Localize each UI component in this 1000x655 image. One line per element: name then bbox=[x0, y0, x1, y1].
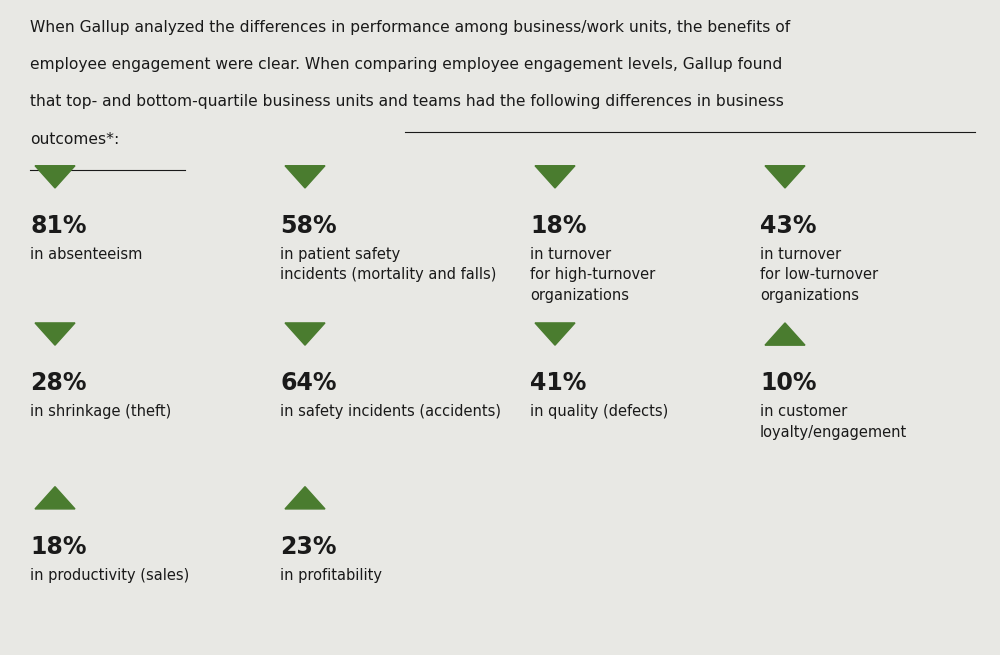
Text: in absenteeism: in absenteeism bbox=[30, 247, 142, 262]
Text: in customer
loyalty/engagement: in customer loyalty/engagement bbox=[760, 404, 907, 440]
Text: in turnover
for high-turnover
organizations: in turnover for high-turnover organizati… bbox=[530, 247, 655, 303]
Text: in patient safety
incidents (mortality and falls): in patient safety incidents (mortality a… bbox=[280, 247, 496, 282]
Text: 18%: 18% bbox=[530, 214, 586, 238]
Polygon shape bbox=[35, 166, 75, 188]
Text: 18%: 18% bbox=[30, 535, 87, 559]
Text: 28%: 28% bbox=[30, 371, 87, 396]
Text: employee engagement were clear. When comparing employee engagement levels, Gallu: employee engagement were clear. When com… bbox=[30, 57, 782, 72]
Text: in profitability: in profitability bbox=[280, 568, 382, 583]
Polygon shape bbox=[285, 487, 325, 509]
Text: 43%: 43% bbox=[760, 214, 816, 238]
Text: outcomes*:: outcomes*: bbox=[30, 132, 119, 147]
Polygon shape bbox=[285, 166, 325, 188]
Text: 23%: 23% bbox=[280, 535, 336, 559]
Text: 58%: 58% bbox=[280, 214, 337, 238]
Polygon shape bbox=[35, 487, 75, 509]
Text: in safety incidents (accidents): in safety incidents (accidents) bbox=[280, 404, 501, 419]
Polygon shape bbox=[285, 323, 325, 345]
Text: 81%: 81% bbox=[30, 214, 87, 238]
Text: 64%: 64% bbox=[280, 371, 336, 396]
Text: in turnover
for low-turnover
organizations: in turnover for low-turnover organizatio… bbox=[760, 247, 878, 303]
Text: in quality (defects): in quality (defects) bbox=[530, 404, 668, 419]
Polygon shape bbox=[535, 166, 575, 188]
Text: 10%: 10% bbox=[760, 371, 816, 396]
Text: 41%: 41% bbox=[530, 371, 586, 396]
Text: that top- and bottom-quartile business units and teams had the following differe: that top- and bottom-quartile business u… bbox=[30, 94, 784, 109]
Polygon shape bbox=[535, 323, 575, 345]
Text: When Gallup analyzed the differences in performance among business/work units, t: When Gallup analyzed the differences in … bbox=[30, 20, 790, 35]
Text: in productivity (sales): in productivity (sales) bbox=[30, 568, 189, 583]
Polygon shape bbox=[765, 166, 805, 188]
Polygon shape bbox=[35, 323, 75, 345]
Text: in shrinkage (theft): in shrinkage (theft) bbox=[30, 404, 171, 419]
Polygon shape bbox=[765, 323, 805, 345]
